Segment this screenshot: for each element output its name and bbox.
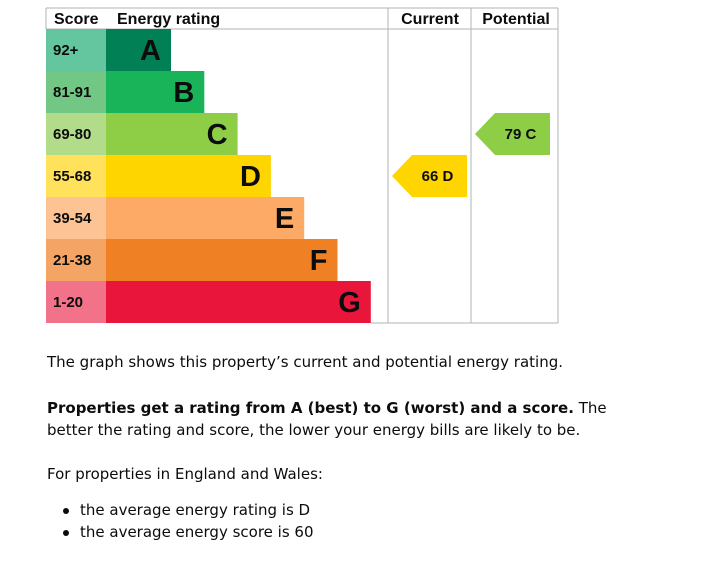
rating-bands: 92+ A 81-91 B 69-80 C 55-68 D 39-54 E 21-38 F 1-20 G <box>46 29 371 323</box>
energy-rating-chart: Score Energy rating Current Potential 92… <box>45 7 559 324</box>
rating-paragraph: Properties get a rating from A (best) to… <box>47 397 607 441</box>
rating-arrows: 66 D 79 C <box>392 113 550 197</box>
column-headers: Score Energy rating Current Potential <box>54 11 550 28</box>
score-cell-c <box>46 113 106 155</box>
band-letter-d: D <box>240 161 261 193</box>
header-energy-rating: Energy rating <box>117 11 220 28</box>
score-cell-e <box>46 197 106 239</box>
band-letter-a: A <box>140 35 161 67</box>
list-item-average-score: the average energy score is 60 <box>47 522 314 544</box>
score-label-d: 55-68 <box>53 168 91 185</box>
region-heading-text: For properties in England and Wales: <box>47 465 323 483</box>
average-list: the average energy rating is D the avera… <box>47 500 314 543</box>
current-rating-arrow <box>392 155 467 197</box>
score-label-c: 69-80 <box>53 126 91 143</box>
rating-explanation: Properties get a rating from A (best) to… <box>47 397 607 441</box>
band-bar-g <box>106 281 371 323</box>
score-label-g: 1-20 <box>53 294 83 311</box>
header-current: Current <box>401 11 459 28</box>
score-label-f: 21-38 <box>53 252 91 269</box>
band-bar-e <box>106 197 305 239</box>
score-label-e: 39-54 <box>53 210 92 227</box>
band-letter-g: G <box>338 287 361 319</box>
score-cell-b <box>46 71 106 113</box>
rating-bold-text: Properties get a rating from A (best) to… <box>47 399 574 417</box>
band-letter-e: E <box>275 203 294 235</box>
potential-rating-label: 79 C <box>505 126 537 143</box>
region-heading: For properties in England and Wales: <box>47 463 607 485</box>
current-rating-label: 66 D <box>422 168 454 185</box>
band-letter-b: B <box>173 77 194 109</box>
band-letter-c: C <box>207 119 228 151</box>
band-bar-f <box>106 239 338 281</box>
potential-rating-arrow <box>475 113 550 155</box>
rating-rest-text: The better the rating and score, the low… <box>47 399 607 439</box>
score-cell-d <box>46 155 106 197</box>
intro-text: The graph shows this property’s current … <box>47 351 607 373</box>
score-label-b: 81-91 <box>53 84 91 101</box>
intro-paragraph: The graph shows this property’s current … <box>47 353 563 371</box>
band-letter-f: F <box>310 245 328 277</box>
band-bar-a <box>106 29 171 71</box>
score-label-a: 92+ <box>53 42 79 59</box>
score-cell-a <box>46 29 106 71</box>
score-cell-f <box>46 239 106 281</box>
band-bar-c <box>106 113 238 155</box>
header-potential: Potential <box>482 11 550 28</box>
score-cell-g <box>46 281 106 323</box>
list-item-average-rating: the average energy rating is D <box>47 500 314 522</box>
header-score: Score <box>54 11 99 28</box>
band-bar-b <box>106 71 205 113</box>
band-bar-d <box>106 155 271 197</box>
